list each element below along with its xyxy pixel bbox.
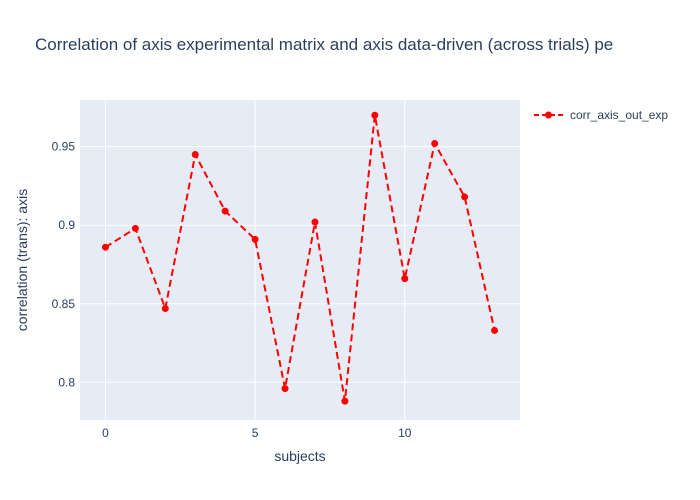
chart-title: Correlation of axis experimental matrix … [35, 35, 613, 54]
y-tick-label: 0.9 [58, 218, 75, 232]
legend-label: corr_axis_out_exp [570, 108, 668, 122]
data-point [191, 151, 199, 159]
data-point [371, 111, 379, 119]
data-point [251, 235, 259, 243]
data-point [431, 140, 439, 148]
series-layer [101, 111, 499, 405]
data-point [131, 224, 139, 232]
data-point [101, 243, 109, 251]
y-tick-label: 0.8 [58, 375, 75, 389]
axis-ticks: 0 5 10 0.8 0.85 0.9 0.95 [52, 140, 412, 440]
plot-area [80, 100, 520, 420]
legend-marker [545, 111, 552, 119]
data-point [281, 385, 289, 393]
data-point [311, 218, 319, 226]
series-line [104, 115, 496, 402]
data-point [161, 304, 169, 312]
data-point [341, 397, 349, 405]
data-point [461, 193, 469, 201]
x-tick-label: 10 [398, 426, 412, 440]
x-axis-title: subjects [274, 448, 325, 464]
y-tick-label: 0.85 [52, 297, 76, 311]
data-point [221, 207, 229, 215]
y-tick-label: 0.95 [52, 140, 76, 154]
legend[interactable]: corr_axis_out_exp [534, 108, 668, 122]
x-tick-label: 5 [252, 426, 259, 440]
y-axis-title: correlation (trans): axis [14, 189, 30, 331]
data-point [491, 326, 499, 334]
data-point [401, 275, 409, 283]
x-tick-label: 0 [102, 426, 109, 440]
